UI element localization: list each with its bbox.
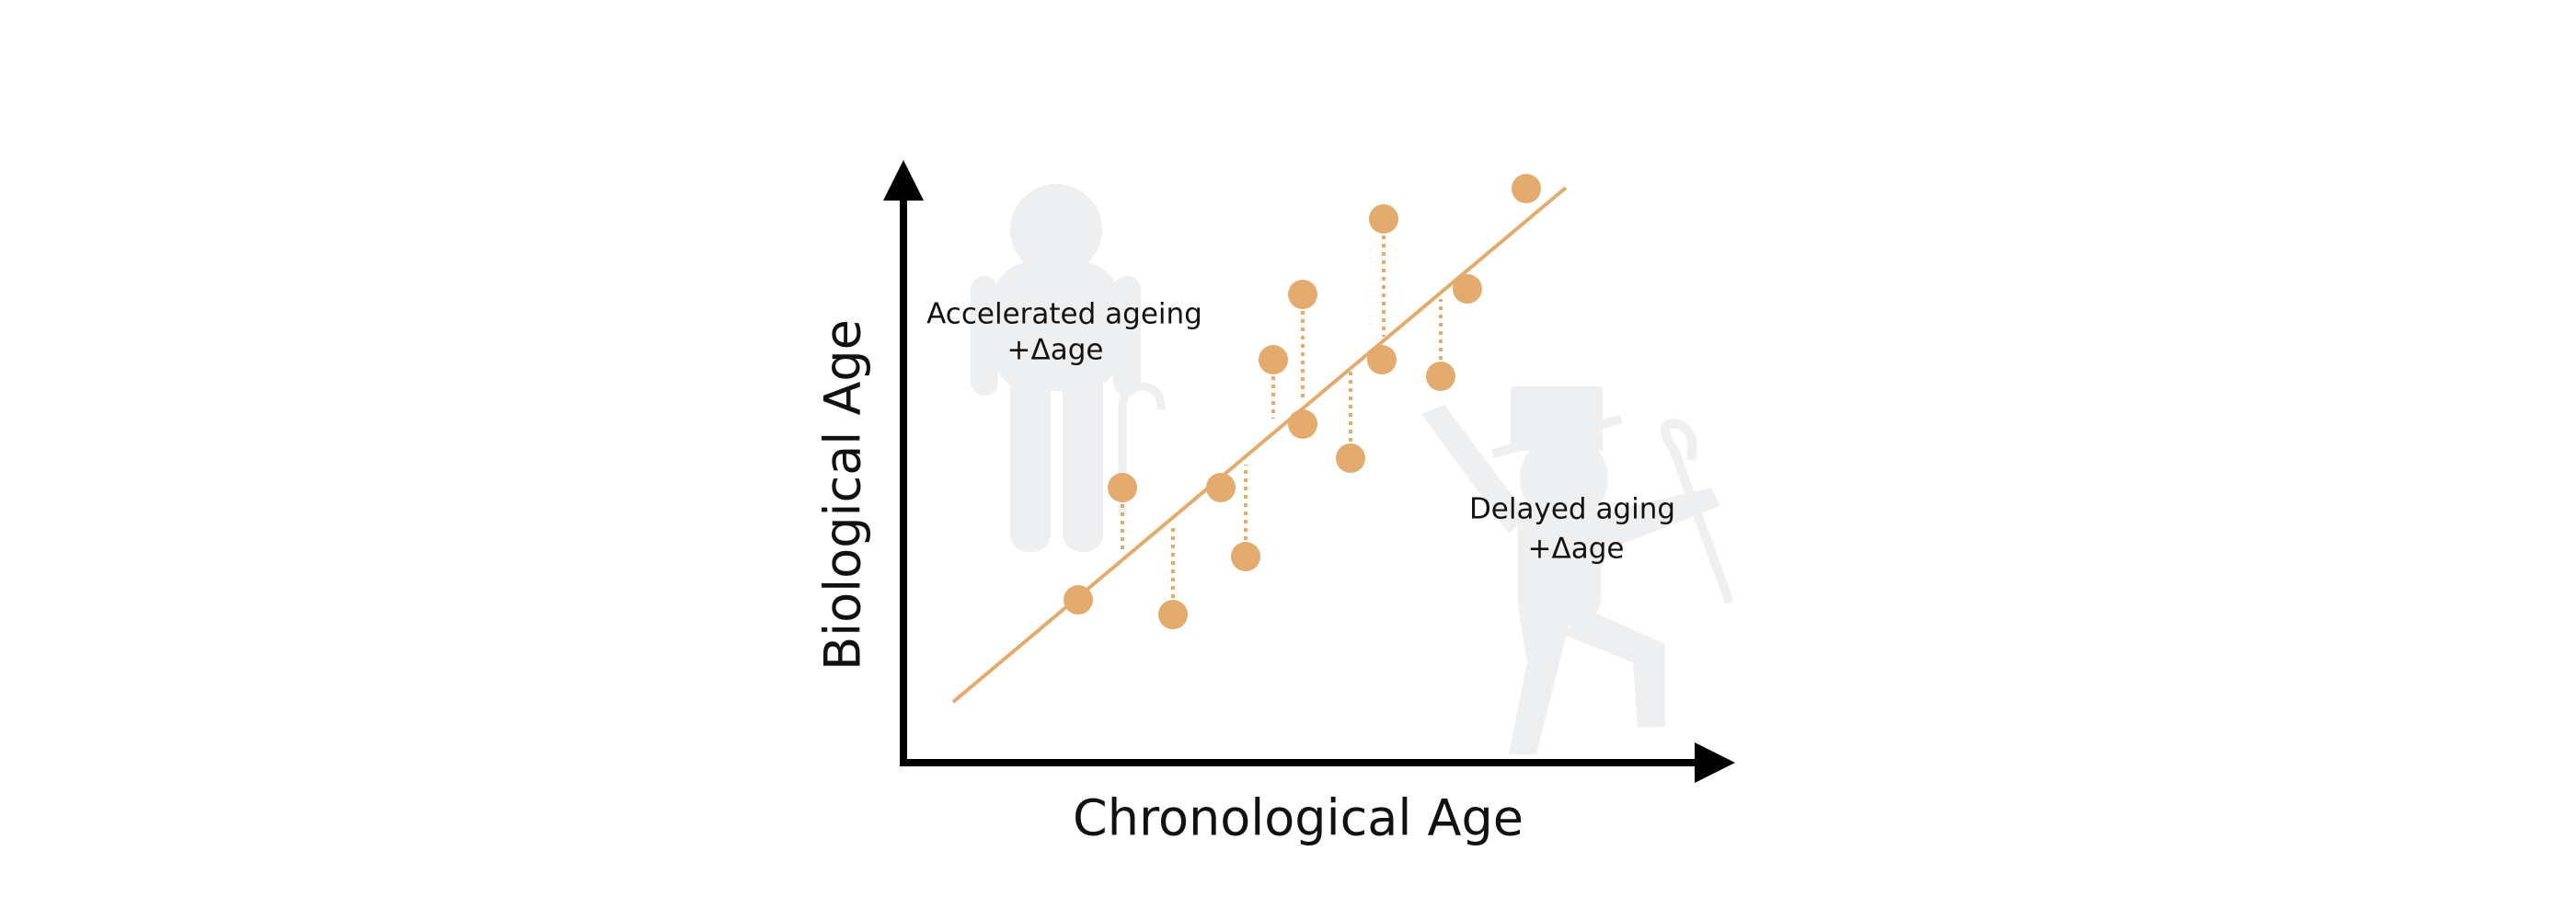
elderly-silhouette-right (1421, 386, 1734, 754)
sample-point (1231, 542, 1260, 571)
sample-point (1453, 274, 1482, 304)
elderly-silhouette-left (971, 184, 1166, 552)
sample-point (1158, 600, 1188, 629)
annotation-delta: +Δage (1528, 533, 1625, 566)
axes (883, 160, 1735, 783)
sample-point (1512, 174, 1541, 203)
annotation-delta: +Δage (1007, 334, 1104, 367)
sample-point (1288, 409, 1317, 439)
sample-point (1259, 345, 1288, 374)
sample-point (1336, 443, 1365, 473)
sample-point (1426, 362, 1455, 391)
sample-point (1064, 585, 1093, 615)
sample-point (1367, 345, 1397, 374)
samples (1064, 174, 1541, 629)
annotation-title: Accelerated ageing (926, 298, 1202, 331)
x-axis-label: Chronological Age (1073, 789, 1524, 847)
annotation-title: Delayed aging (1469, 493, 1675, 526)
sample-point (1206, 473, 1236, 502)
residuals (1121, 219, 1443, 615)
sample-point (1369, 204, 1398, 234)
identity-line (951, 186, 1568, 704)
sample-point (1108, 473, 1137, 502)
y-axis-label: Biological Age (814, 319, 872, 671)
sample-point (1288, 280, 1317, 309)
